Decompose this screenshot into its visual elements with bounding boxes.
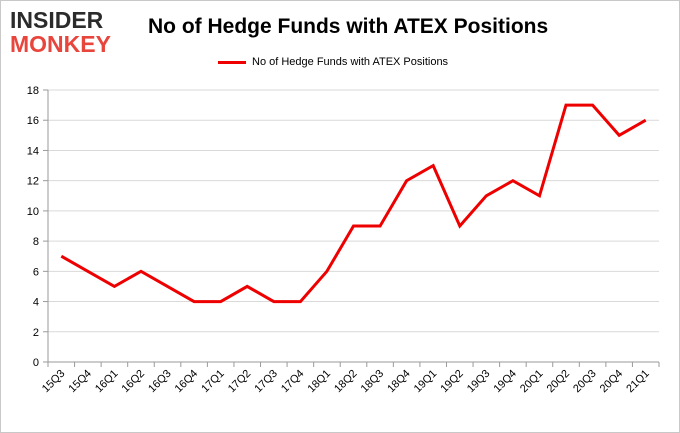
x-tick-label-16Q1: 16Q1 bbox=[93, 368, 121, 396]
y-tick-labels: 0 2 4 6 8 10 12 14 16 18 bbox=[27, 85, 39, 369]
x-tick-label-16Q3: 16Q3 bbox=[146, 368, 174, 396]
x-tick-label-20Q1: 20Q1 bbox=[518, 368, 546, 396]
y-tick-label-12: 12 bbox=[27, 176, 39, 188]
x-tick-label-20Q4: 20Q4 bbox=[598, 368, 626, 396]
x-tick-label-21Q1: 21Q1 bbox=[624, 368, 652, 396]
gridlines bbox=[48, 89, 659, 333]
x-tick-label-17Q2: 17Q2 bbox=[226, 368, 254, 396]
x-tick-label-17Q1: 17Q1 bbox=[199, 368, 227, 396]
y-tick-label-0: 0 bbox=[33, 357, 39, 369]
x-tick-label-17Q4: 17Q4 bbox=[279, 368, 307, 396]
x-tick-label-18Q4: 18Q4 bbox=[385, 368, 413, 396]
x-tick-label-17Q3: 17Q3 bbox=[252, 368, 280, 396]
y-tick-label-14: 14 bbox=[27, 145, 39, 157]
series-line-0 bbox=[60, 103, 647, 304]
x-tick-label-16Q2: 16Q2 bbox=[120, 368, 148, 396]
y-tick-label-6: 6 bbox=[33, 266, 39, 278]
axes bbox=[43, 89, 660, 367]
y-tick-label-10: 10 bbox=[27, 206, 39, 218]
logo-line-monkey: MONKEY bbox=[10, 31, 111, 57]
x-tick-label-20Q2: 20Q2 bbox=[545, 368, 573, 396]
x-tick-label-20Q3: 20Q3 bbox=[571, 368, 599, 396]
x-tick-label-18Q3: 18Q3 bbox=[359, 368, 387, 396]
x-tick-labels: 15Q3 15Q4 16Q1 16Q2 16Q3 16Q4 17Q1 17Q2 17Q3 17Q4… bbox=[40, 368, 652, 396]
logo-line-insider: INSIDER bbox=[10, 7, 104, 33]
legend-swatch bbox=[218, 60, 246, 64]
y-tick-label-8: 8 bbox=[33, 236, 39, 248]
x-tick-label-19Q3: 19Q3 bbox=[465, 368, 493, 396]
y-tick-label-2: 2 bbox=[33, 327, 39, 339]
legend-label: No of Hedge Funds with ATEX Positions bbox=[252, 56, 449, 68]
chart-title: No of Hedge Funds with ATEX Positions bbox=[148, 15, 549, 38]
x-tick-label-19Q4: 19Q4 bbox=[491, 368, 519, 396]
x-tick-label-18Q2: 18Q2 bbox=[332, 368, 360, 396]
x-tick-label-16Q4: 16Q4 bbox=[173, 368, 201, 396]
y-tick-label-16: 16 bbox=[27, 115, 39, 127]
y-tick-label-4: 4 bbox=[33, 297, 39, 309]
y-tick-label-18: 18 bbox=[27, 85, 39, 97]
x-tick-label-19Q1: 19Q1 bbox=[412, 368, 440, 396]
x-tick-label-18Q1: 18Q1 bbox=[306, 368, 334, 396]
chart-legend: No of Hedge Funds with ATEX Positions bbox=[218, 55, 448, 69]
x-tick-label-19Q2: 19Q2 bbox=[438, 368, 466, 396]
x-tick-label-15Q3: 15Q3 bbox=[40, 368, 68, 396]
insider-monkey-logo: INSIDER MONKEY bbox=[10, 9, 128, 56]
series-layer bbox=[60, 103, 647, 304]
x-tick-label-15Q4: 15Q4 bbox=[66, 368, 94, 396]
